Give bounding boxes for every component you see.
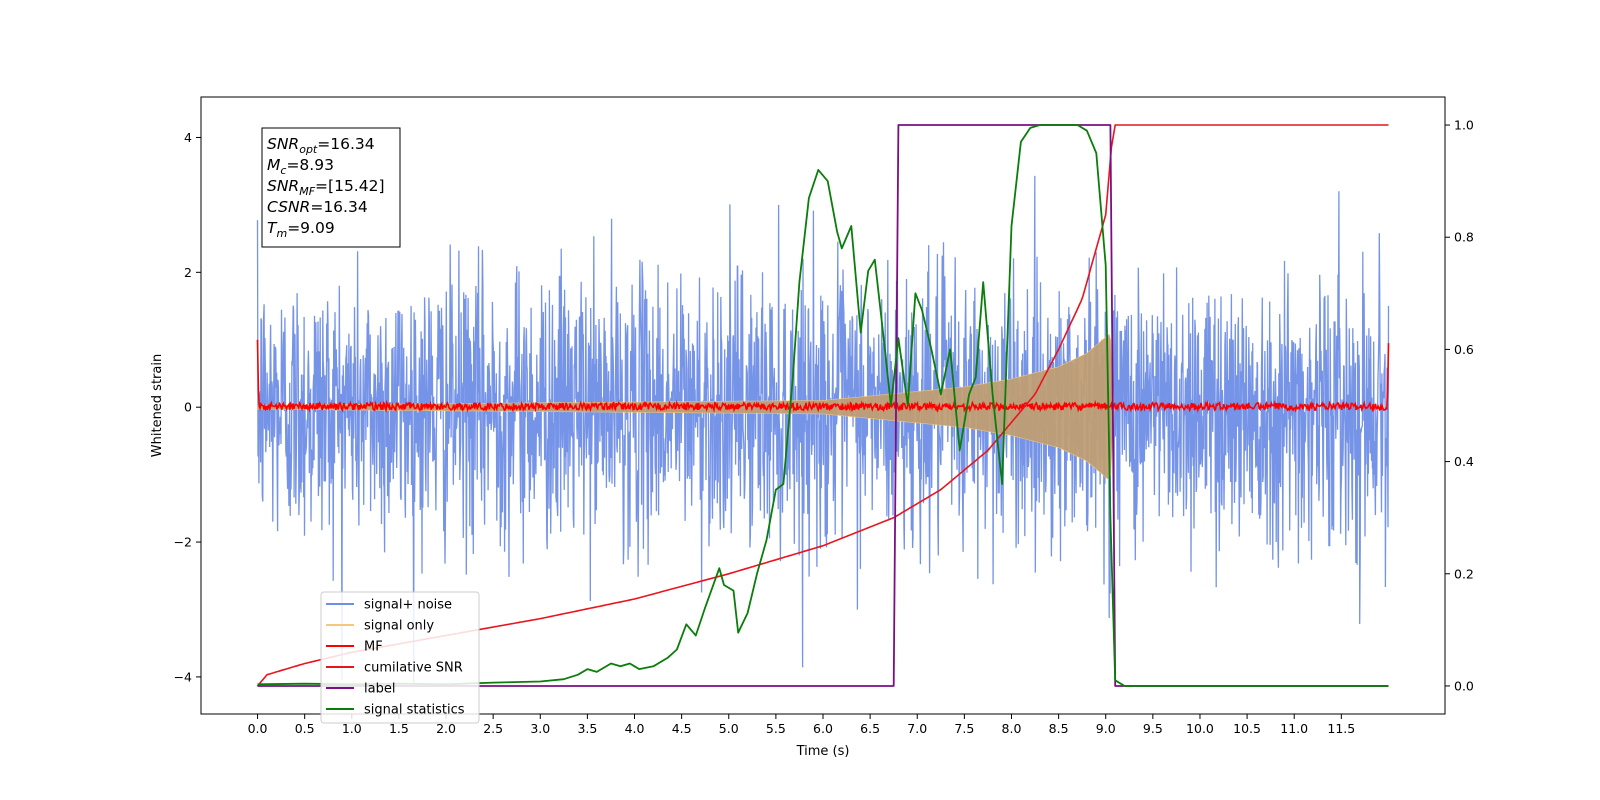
y-tick-label: 0 (184, 400, 192, 415)
y2-tick-label: 0.0 (1454, 678, 1474, 693)
x-tick-label: 10.0 (1186, 721, 1214, 736)
stats-line: CSNR=16.34 (267, 198, 368, 216)
stats-annotation-box: SNRopt=16.34Mc=8.93SNRMF=[15.42]CSNR=16.… (261, 127, 401, 248)
x-tick-label: 10.5 (1233, 721, 1261, 736)
y-axis-right: 0.0 0.2 0.4 0.6 0.8 1.0 (1445, 118, 1474, 693)
x-tick-label: 6.0 (813, 721, 833, 736)
x-tick-label: 6.5 (860, 721, 880, 736)
x-tick-label: 5.5 (766, 721, 786, 736)
y2-tick-label: 0.8 (1454, 230, 1474, 245)
series-signal-statistics (257, 124, 1389, 687)
legend: signal+ noise signal only MF cumilative SNR… (320, 591, 480, 724)
y-axis-left: −4 −2 0 2 4 (174, 130, 201, 684)
y2-tick-label: 1.0 (1454, 118, 1474, 133)
x-tick-label: 9.0 (1096, 721, 1116, 736)
x-tick-label: 9.5 (1143, 721, 1163, 736)
x-tick-label: 7.0 (907, 721, 927, 736)
y2-tick-label: 0.6 (1454, 342, 1474, 357)
y2-tick-label: 0.2 (1454, 566, 1474, 581)
legend-entry: signal+ noise (364, 598, 452, 613)
stats-line: Tm=9.09 (267, 219, 335, 240)
x-tick-label: 2.0 (436, 721, 456, 736)
x-axis-label: Time (s) (796, 744, 850, 759)
series-mf (256, 339, 1390, 414)
y2-tick-label: 0.4 (1454, 454, 1474, 469)
x-tick-label: 4.0 (625, 721, 645, 736)
y-tick-label: 2 (184, 265, 192, 280)
stats-line: SNRopt=16.34 (267, 135, 375, 156)
x-tick-label: 1.0 (342, 721, 362, 736)
x-tick-label: 3.0 (530, 721, 550, 736)
y-tick-label: 4 (184, 130, 192, 145)
x-tick-label: 0.0 (248, 721, 268, 736)
legend-entry: signal only (364, 619, 434, 634)
x-tick-label: 11.0 (1280, 721, 1308, 736)
x-tick-label: 11.5 (1327, 721, 1355, 736)
x-tick-label: 0.5 (295, 721, 315, 736)
x-tick-label: 7.5 (954, 721, 974, 736)
x-tick-label: 3.5 (577, 721, 597, 736)
legend-entry: cumilative SNR (364, 661, 463, 676)
y-tick-label: −4 (174, 669, 192, 684)
stats-line: Mc=8.93 (267, 156, 334, 177)
x-tick-label: 4.5 (672, 721, 692, 736)
legend-entry: signal statistics (364, 703, 465, 718)
y-tick-label: −2 (174, 535, 192, 550)
x-tick-label: 8.5 (1049, 721, 1069, 736)
stats-line: SNRMF=[15.42] (267, 177, 385, 198)
legend-entry: label (364, 682, 395, 697)
x-tick-label: 8.0 (1002, 721, 1022, 736)
x-tick-label: 1.5 (389, 721, 409, 736)
y-axis-label: Whitened strain (150, 354, 165, 457)
x-axis: 0.0 0.5 1.0 1.5 2.0 2.5 3.0 3.5 4.0 4.5 5.0 5.5 6.0 6… (248, 714, 1355, 736)
series-signal-noise (256, 175, 1390, 684)
x-tick-label: 5.0 (719, 721, 739, 736)
legend-frame (320, 591, 480, 724)
x-tick-label: 2.5 (483, 721, 503, 736)
stats-box-frame (261, 127, 401, 248)
legend-entry: MF (364, 640, 383, 655)
plot-area (256, 124, 1390, 687)
